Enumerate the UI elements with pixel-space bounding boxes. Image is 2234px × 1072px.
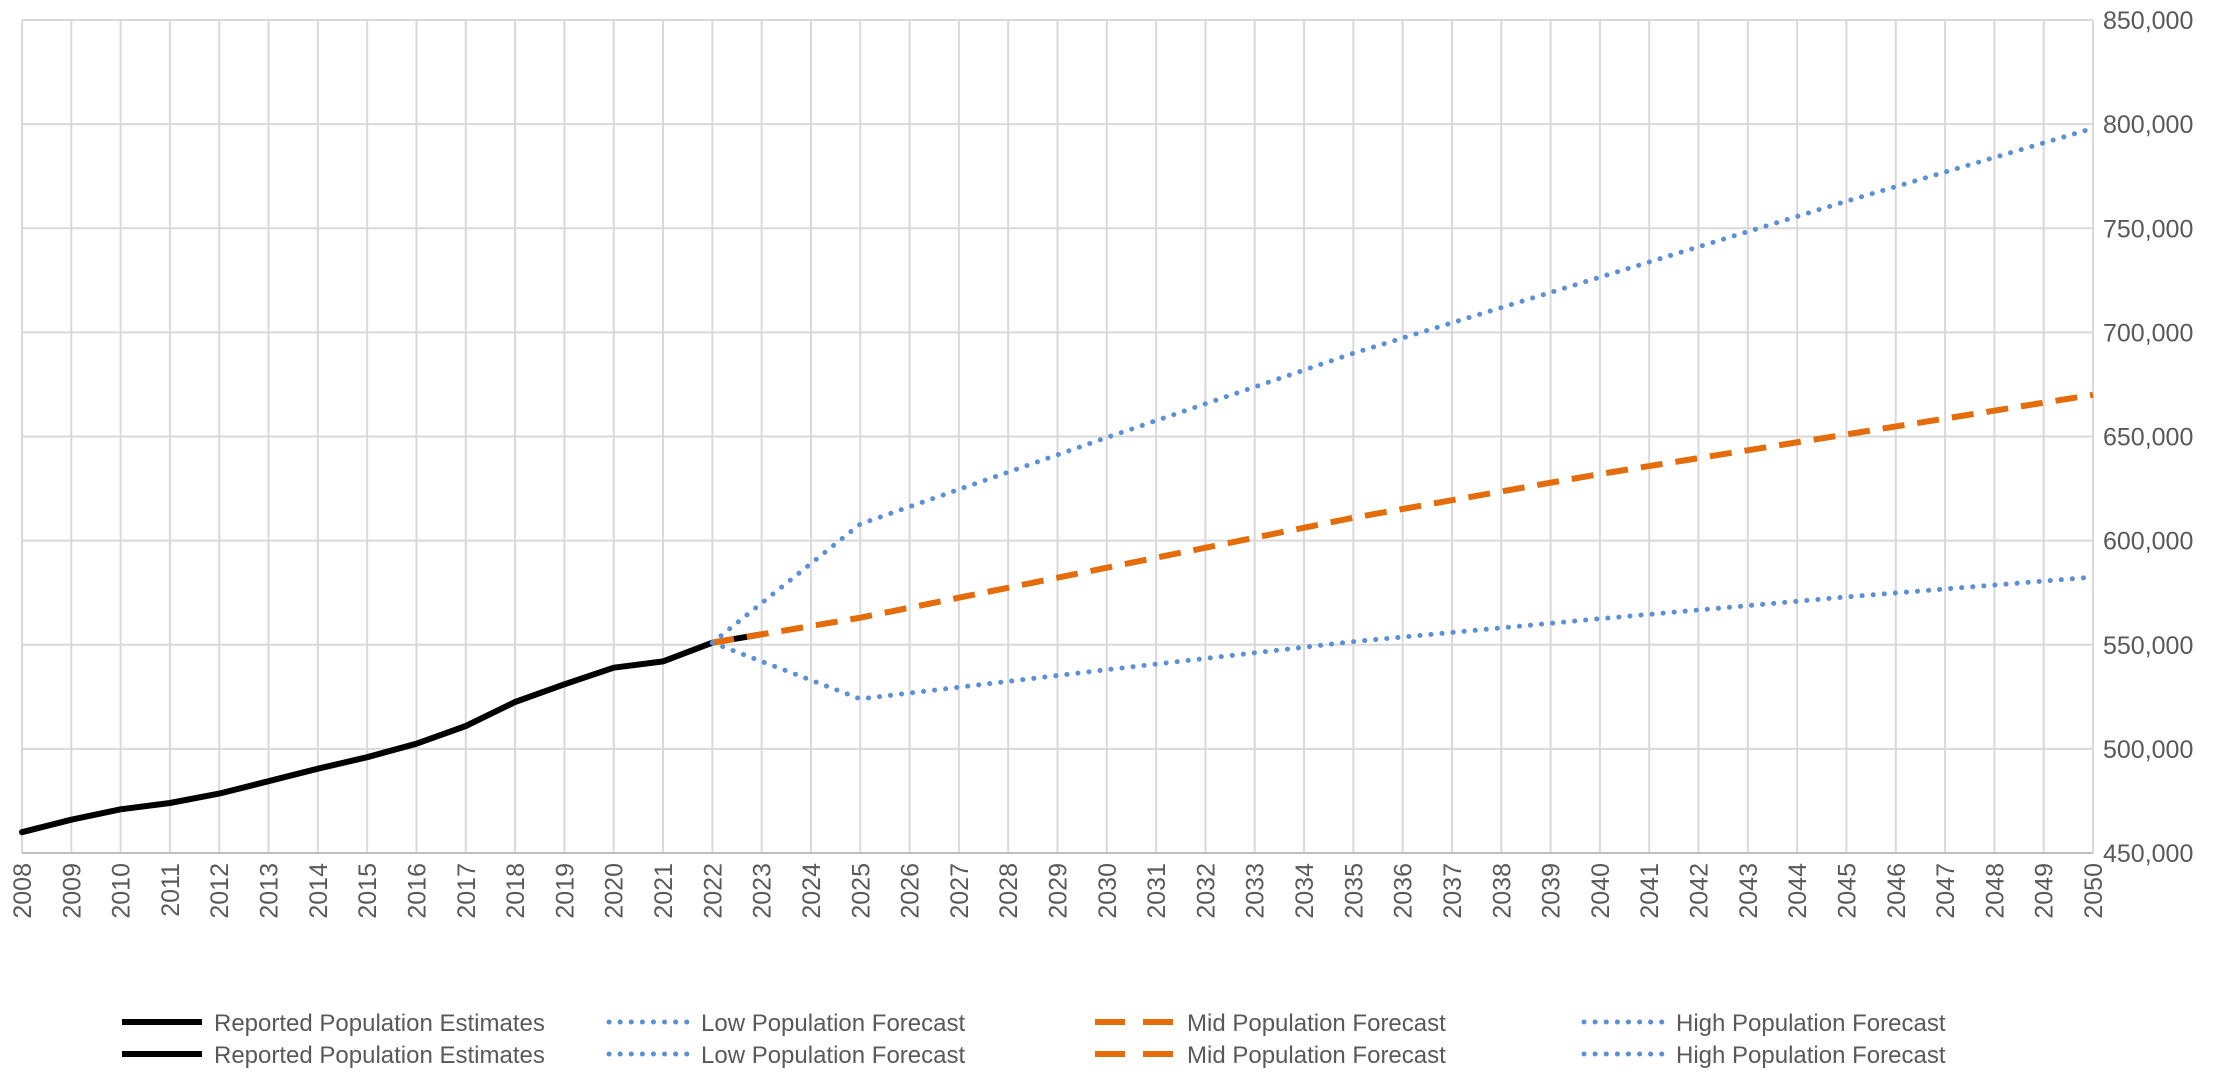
x-tick-label: 2039 — [1538, 863, 1566, 919]
legend-label: Low Population Forecast — [701, 1010, 965, 1037]
gridlines — [22, 20, 2093, 853]
y-tick-label: 550,000 — [2103, 632, 2193, 660]
legend-label: High Population Forecast — [1676, 1042, 1946, 1069]
x-tick-label: 2016 — [403, 863, 431, 919]
x-tick-label: 2012 — [206, 863, 234, 919]
x-tick-label: 2043 — [1735, 863, 1763, 919]
x-tick-label: 2031 — [1143, 863, 1171, 919]
x-tick-label: 2028 — [995, 863, 1023, 919]
y-tick-label: 800,000 — [2103, 111, 2193, 139]
x-tick-label: 2019 — [551, 863, 579, 919]
x-tick-label: 2010 — [108, 863, 136, 919]
x-tick-label: 2033 — [1242, 863, 1270, 919]
x-tick-label: 2041 — [1636, 863, 1664, 919]
x-tick-label: 2045 — [1833, 863, 1861, 919]
x-tick-label: 2009 — [58, 863, 86, 919]
x-tick-label: 2044 — [1784, 863, 1812, 919]
x-tick-label: 2036 — [1390, 863, 1418, 919]
axes: 450,000 500,000 550,000 600,000 650,000 700,0… — [9, 7, 2193, 919]
x-tick-label: 2025 — [847, 863, 875, 919]
legend-label: Mid Population Forecast — [1187, 1042, 1446, 1069]
x-tick-label: 2037 — [1439, 863, 1467, 919]
y-tick-label: 850,000 — [2103, 7, 2193, 35]
x-tick-label: 2042 — [1686, 863, 1714, 919]
x-tick-label: 2035 — [1340, 863, 1368, 919]
x-tick-label: 2017 — [453, 863, 481, 919]
legend: Reported Population Estimates Low Populat… — [122, 1010, 1946, 1069]
x-tick-label: 2014 — [305, 863, 333, 919]
x-tick-label: 2029 — [1045, 863, 1073, 919]
legend-label: Mid Population Forecast — [1187, 1010, 1446, 1037]
x-tick-label: 2026 — [897, 863, 925, 919]
series-line-reported-population-estimates — [22, 634, 762, 832]
x-tick-label: 2015 — [354, 863, 382, 919]
x-tick-label: 2024 — [798, 863, 826, 919]
x-tick-label: 2018 — [502, 863, 530, 919]
x-tick-label: 2046 — [1883, 863, 1911, 919]
x-tick-label: 2048 — [1981, 863, 2009, 919]
x-tick-label: 2013 — [256, 863, 284, 919]
x-tick-label: 2050 — [2080, 863, 2108, 919]
legend-label: High Population Forecast — [1676, 1010, 1946, 1037]
x-tick-label: 2027 — [946, 863, 974, 919]
y-tick-label: 750,000 — [2103, 215, 2193, 243]
x-tick-label: 2032 — [1192, 863, 1220, 919]
x-tick-label: 2040 — [1587, 863, 1615, 919]
x-tick-label: 2020 — [601, 863, 629, 919]
y-tick-label: 450,000 — [2103, 840, 2193, 868]
y-tick-label: 700,000 — [2103, 319, 2193, 347]
legend-label: Low Population Forecast — [701, 1042, 965, 1069]
legend-label: Reported Population Estimates — [214, 1010, 545, 1037]
x-tick-label: 2022 — [699, 863, 727, 919]
legend-label: Reported Population Estimates — [214, 1042, 545, 1069]
x-tick-label: 2049 — [2031, 863, 2059, 919]
y-tick-label: 500,000 — [2103, 736, 2193, 764]
x-tick-label: 2038 — [1488, 863, 1516, 919]
x-tick-label: 2011 — [157, 863, 185, 917]
x-tick-label: 2008 — [9, 863, 37, 919]
x-tick-label: 2030 — [1094, 863, 1122, 919]
y-tick-label: 650,000 — [2103, 424, 2193, 452]
x-tick-label: 2023 — [749, 863, 777, 919]
y-tick-label: 600,000 — [2103, 528, 2193, 556]
x-tick-label: 2047 — [1932, 863, 1960, 919]
x-tick-label: 2021 — [650, 863, 678, 919]
x-tick-label: 2034 — [1291, 863, 1319, 919]
